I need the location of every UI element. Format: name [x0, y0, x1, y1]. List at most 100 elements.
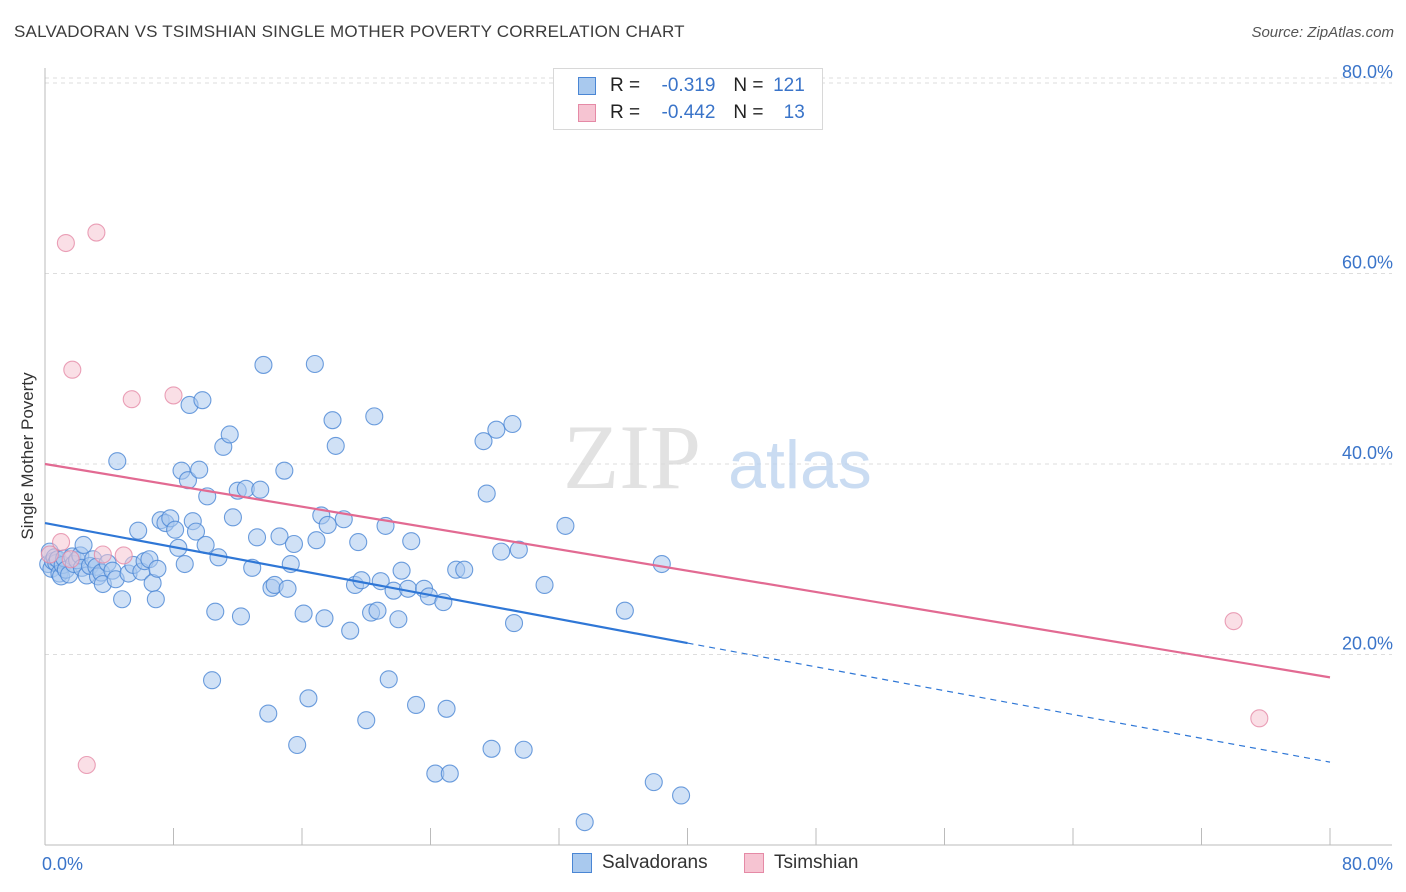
- legend-r-label: R =: [610, 102, 641, 123]
- salvadoran-point: [186, 522, 206, 541]
- salvadoran-point: [477, 484, 496, 503]
- y-tick-label: 40.0%: [1342, 443, 1393, 463]
- salvadoran-point: [284, 534, 304, 554]
- salvadoran-point: [389, 610, 408, 629]
- salvadoran-point: [146, 590, 165, 609]
- salvadoran-point: [318, 515, 337, 535]
- salvadoran-point: [341, 621, 360, 640]
- salvadoran-point: [247, 528, 267, 547]
- series-legend-salvadorans: Salvadorans: [572, 852, 708, 874]
- tsimshian-point: [122, 390, 141, 409]
- series-swatch-pink: [744, 853, 764, 873]
- salvadoran-point: [326, 436, 345, 455]
- y-tick-label: 60.0%: [1342, 253, 1393, 273]
- salvadoran-point: [231, 607, 251, 626]
- series-legend-tsimshian: Tsimshian: [744, 852, 858, 874]
- x-tick-label: 0.0%: [42, 854, 83, 874]
- tsimshian-point: [56, 233, 75, 253]
- legend-n-value: 121: [773, 75, 805, 96]
- salvadoran-point: [402, 532, 421, 551]
- legend-swatch-pink: [578, 104, 596, 122]
- salvadoran-point: [220, 425, 239, 444]
- series-label: Salvadorans: [602, 852, 708, 873]
- y-tick-label: 80.0%: [1342, 62, 1393, 82]
- salvadoran-point: [148, 559, 167, 578]
- tsimshian-trend-line: [44, 462, 1331, 679]
- salvadoran-point: [259, 704, 278, 723]
- legend-row-tsimshian: R = -0.442 N = 13: [578, 100, 805, 126]
- legend-n-value: 13: [783, 102, 805, 123]
- chart-source: Source: ZipAtlas.com: [1251, 24, 1394, 41]
- salvadoran-point: [190, 460, 209, 479]
- salvadoran-point: [251, 480, 270, 499]
- salvadoran-point: [365, 407, 384, 426]
- salvadoran-point: [275, 461, 294, 480]
- salvadoran-trend-extension: [687, 642, 1331, 763]
- salvadoran-point: [288, 735, 307, 755]
- legend-r-value: -0.319: [661, 75, 716, 96]
- salvadoran-point: [437, 699, 456, 718]
- legend-r-label: R =: [610, 75, 641, 96]
- y-tick-label: 20.0%: [1342, 634, 1393, 654]
- tsimshian-point: [40, 545, 59, 564]
- watermark: ZIP atlas: [563, 406, 872, 508]
- axes-layer: [44, 68, 1392, 846]
- salvadoran-point: [556, 516, 575, 535]
- salvadoran-point: [474, 432, 493, 451]
- salvadoran-point: [315, 609, 334, 628]
- x-tick-label: 80.0%: [1342, 854, 1393, 874]
- legend-row-salvadorans: R = -0.319 N = 121: [578, 73, 805, 99]
- tsimshian-point: [63, 360, 82, 379]
- tsimshian-point: [1224, 612, 1243, 631]
- tsimshian-point: [93, 545, 112, 564]
- salvadoran-point: [108, 452, 127, 471]
- salvadoran-point: [406, 695, 426, 715]
- salvadoran-point: [349, 533, 368, 552]
- points-layer: [39, 223, 1269, 832]
- chart-title: SALVADORAN VS TSIMSHIAN SINGLE MOTHER PO…: [14, 22, 685, 41]
- salvadoran-point: [166, 520, 185, 539]
- salvadoran-point: [509, 540, 528, 559]
- legend-r-value: -0.442: [661, 102, 716, 123]
- tsimshian-point: [164, 386, 183, 405]
- label-layer: 20.0% 40.0% 60.0% 80.0% 0.0% 80.0% Single Moth…: [18, 62, 1393, 874]
- salvadoran-point: [254, 355, 273, 374]
- salvadoran-point: [307, 531, 326, 550]
- salvadoran-point: [368, 601, 387, 620]
- tsimshian-point: [114, 546, 133, 565]
- salvadoran-point: [492, 542, 511, 561]
- salvadoran-point: [455, 560, 474, 579]
- y-axis-title: Single Mother Poverty: [18, 372, 37, 540]
- series-swatch-blue: [572, 853, 592, 873]
- salvadoran-point: [652, 554, 671, 574]
- salvadoran-point: [487, 420, 506, 439]
- salvadoran-point: [482, 739, 501, 758]
- salvadoran-trend-line: [44, 521, 688, 645]
- salvadoran-point: [615, 601, 634, 620]
- salvadoran-point: [74, 535, 93, 555]
- trend-layer: [44, 462, 1331, 763]
- legend-swatch-blue: [578, 77, 596, 95]
- salvadoran-point: [113, 590, 132, 609]
- salvadoran-point: [203, 671, 222, 690]
- salvadoran-point: [644, 773, 663, 792]
- salvadoran-point: [323, 411, 342, 430]
- salvadoran-point: [357, 711, 376, 730]
- salvadoran-point: [193, 391, 212, 410]
- salvadoran-point: [503, 414, 522, 434]
- salvadoran-point: [575, 813, 594, 832]
- salvadoran-point: [305, 354, 324, 374]
- tsimshian-point: [52, 533, 71, 552]
- salvadoran-point: [206, 602, 225, 621]
- watermark-atlas: atlas: [728, 427, 872, 503]
- tsimshian-point: [61, 550, 80, 569]
- tsimshian-point: [77, 755, 96, 775]
- salvadoran-point: [175, 554, 194, 574]
- salvadoran-point: [129, 521, 148, 540]
- legend-n-label: N =: [733, 102, 764, 123]
- watermark-zip: ZIP: [563, 406, 701, 508]
- tsimshian-point: [87, 223, 106, 242]
- salvadoran-point: [278, 579, 297, 598]
- salvadoran-point: [379, 670, 398, 689]
